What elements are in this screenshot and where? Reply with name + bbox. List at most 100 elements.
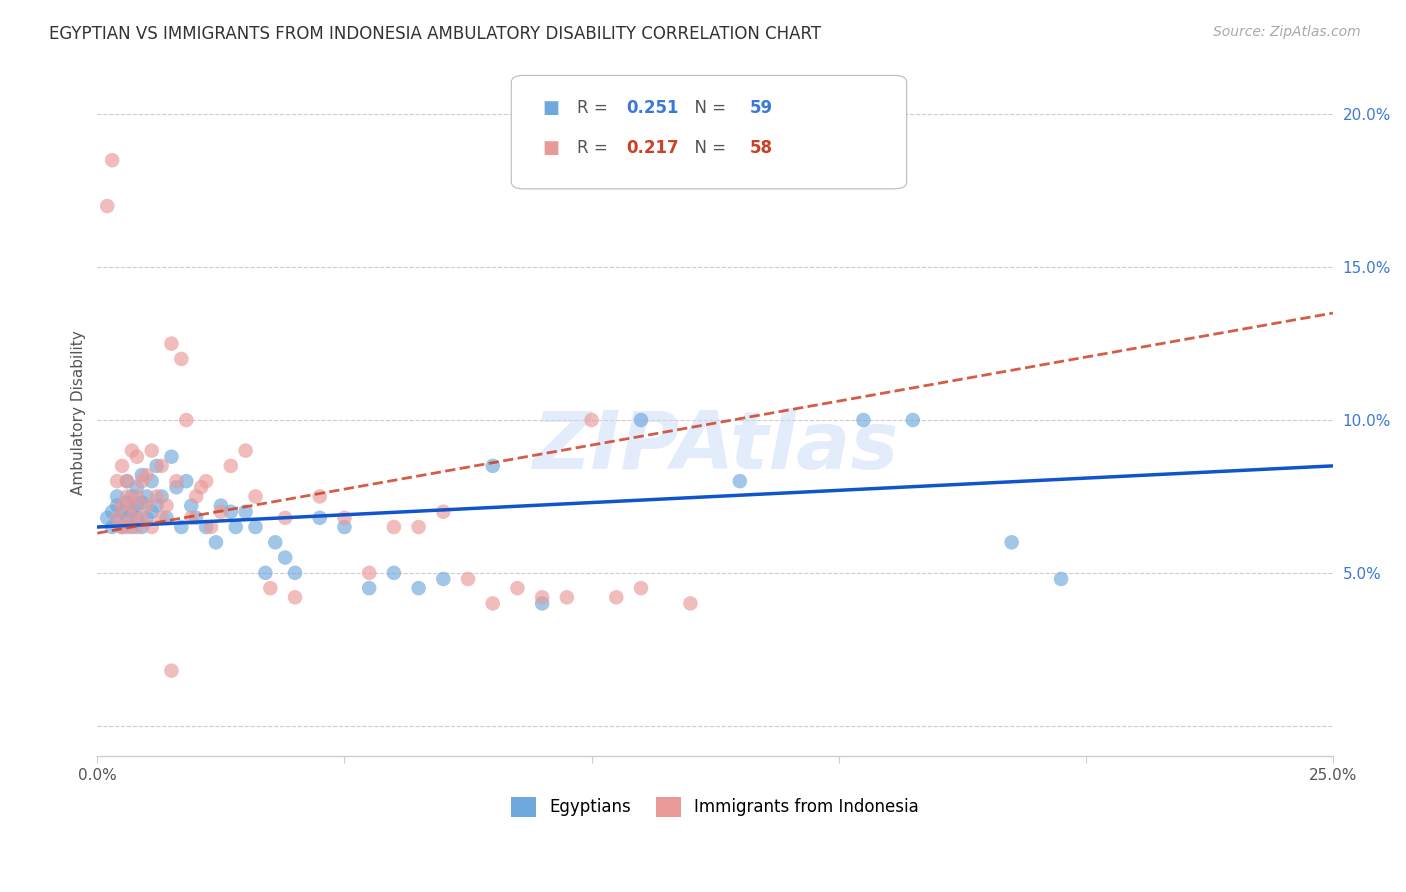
Point (111, 520, 134, 534)
Point (180, 511, 202, 525)
Point (111, 520, 134, 534)
Point (150, 458, 173, 473)
Point (225, 520, 247, 534)
Point (121, 490, 143, 504)
Point (186, 511, 208, 525)
Point (121, 520, 143, 534)
Point (190, 480, 212, 494)
Point (131, 511, 153, 525)
Point (235, 505, 257, 519)
Point (135, 499, 157, 513)
Point (186, 490, 208, 504)
Point (115, 474, 138, 488)
Point (359, 566, 381, 580)
Point (901, 413, 924, 427)
Point (382, 520, 405, 534)
Point (141, 505, 163, 519)
Point (111, 499, 134, 513)
Point (105, 474, 128, 488)
Point (555, 591, 578, 605)
Point (96, 199, 118, 213)
Point (333, 511, 356, 525)
Point (160, 336, 183, 351)
Point (101, 520, 124, 534)
Point (531, 591, 554, 605)
Point (630, 581, 652, 595)
Point (160, 450, 183, 464)
Point (141, 520, 163, 534)
Point (105, 511, 128, 525)
Point (125, 490, 148, 504)
Point (195, 520, 218, 534)
Point (605, 591, 627, 605)
Text: R =: R = (576, 138, 613, 157)
Point (96, 511, 118, 525)
Point (155, 511, 177, 525)
Point (852, 413, 875, 427)
Point (131, 495, 153, 509)
Point (274, 511, 297, 525)
Text: 0.217: 0.217 (626, 138, 679, 157)
Point (245, 490, 267, 504)
Point (105, 490, 128, 504)
Point (359, 581, 381, 595)
Point (115, 474, 138, 488)
Point (145, 490, 167, 504)
Point (170, 520, 193, 534)
Point (408, 520, 430, 534)
Point (101, 153, 124, 168)
Point (176, 413, 198, 427)
Point (259, 581, 281, 595)
Point (581, 413, 603, 427)
Text: Source: ZipAtlas.com: Source: ZipAtlas.com (1213, 25, 1361, 39)
Point (531, 596, 554, 610)
Point (125, 499, 148, 513)
Point (145, 458, 167, 473)
Text: EGYPTIAN VS IMMIGRANTS FROM INDONESIA AMBULATORY DISABILITY CORRELATION CHART: EGYPTIAN VS IMMIGRANTS FROM INDONESIA AM… (49, 25, 821, 43)
Point (125, 450, 148, 464)
Point (254, 566, 277, 580)
Point (219, 505, 242, 519)
Text: N =: N = (685, 138, 731, 157)
Point (111, 505, 134, 519)
Text: 0.251: 0.251 (626, 99, 679, 118)
Point (1050, 572, 1073, 586)
Point (115, 495, 138, 509)
Point (205, 535, 228, 549)
Point (170, 351, 193, 366)
Point (679, 596, 702, 610)
Point (308, 490, 330, 504)
Point (235, 443, 257, 458)
Point (135, 490, 157, 504)
Point (432, 572, 454, 586)
Point (121, 511, 143, 525)
Point (245, 520, 267, 534)
Text: 59: 59 (749, 99, 773, 118)
Point (284, 566, 307, 580)
Point (121, 505, 143, 519)
Point (125, 520, 148, 534)
Point (145, 499, 167, 513)
Point (131, 474, 153, 488)
Text: 58: 58 (749, 138, 773, 157)
Point (408, 581, 430, 595)
Point (481, 596, 503, 610)
Point (195, 474, 218, 488)
Point (209, 499, 232, 513)
Point (457, 572, 479, 586)
Point (131, 520, 153, 534)
Text: N =: N = (685, 99, 731, 118)
FancyBboxPatch shape (512, 76, 907, 189)
Point (1001, 535, 1024, 549)
Point (131, 468, 153, 483)
Text: R =: R = (576, 99, 613, 118)
Point (150, 490, 173, 504)
Text: ■: ■ (543, 99, 560, 118)
Point (219, 458, 242, 473)
Point (630, 413, 652, 427)
Point (176, 474, 198, 488)
Text: ZIPAtlas: ZIPAtlas (531, 408, 898, 486)
Point (308, 511, 330, 525)
Point (125, 480, 148, 494)
Point (728, 474, 751, 488)
